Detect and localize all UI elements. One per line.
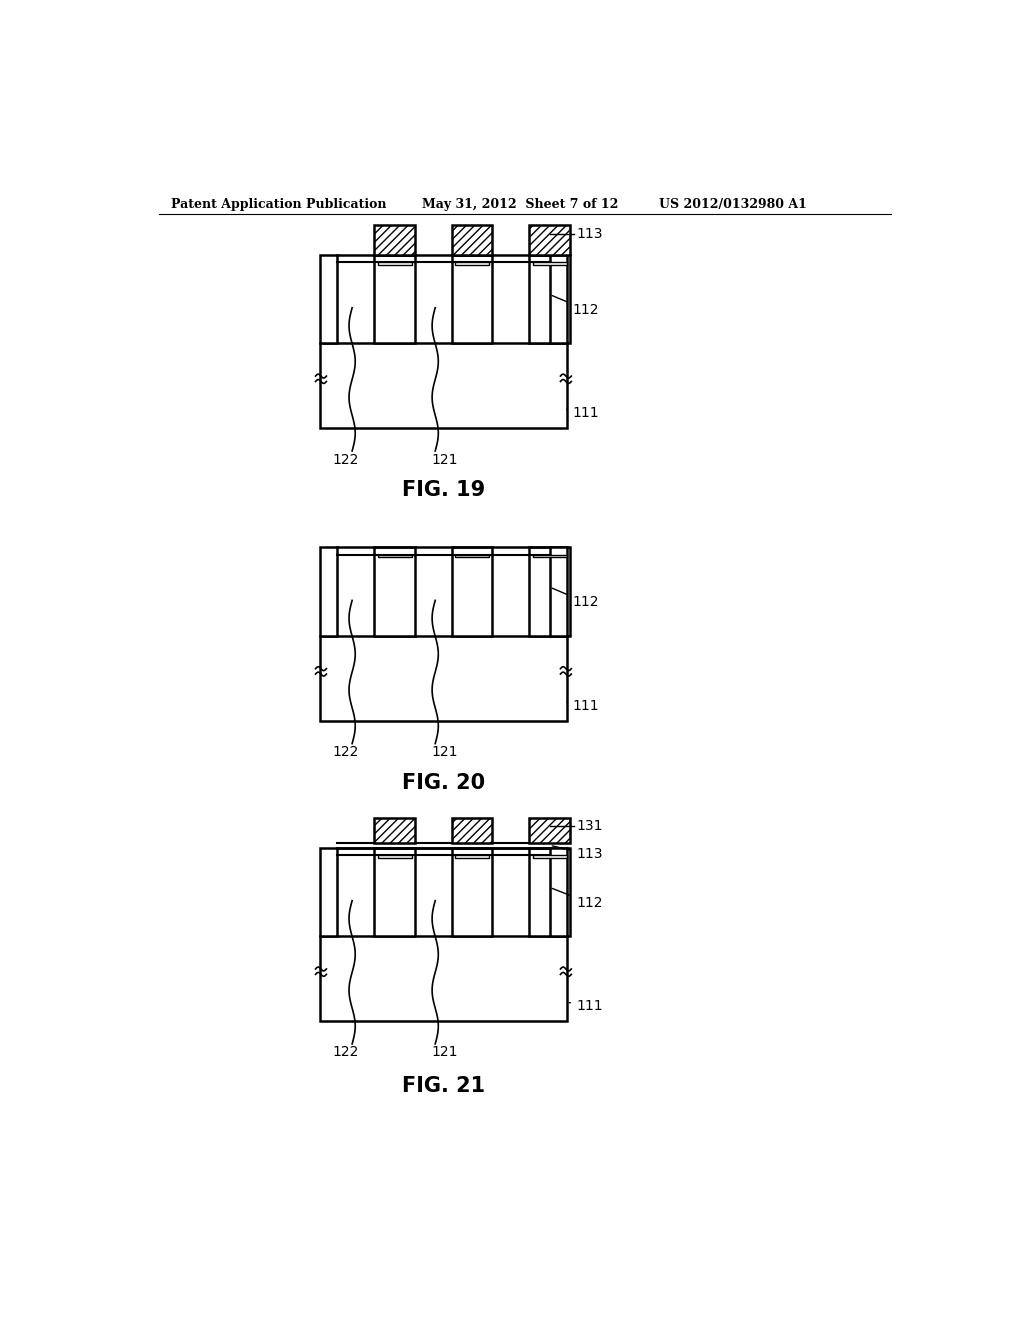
- Text: 112: 112: [552, 888, 602, 909]
- Text: 122: 122: [333, 744, 359, 759]
- Bar: [375, 548, 415, 636]
- Text: 111: 111: [566, 407, 599, 420]
- Bar: [375, 255, 415, 343]
- Text: 112: 112: [552, 589, 599, 610]
- Bar: [452, 255, 493, 343]
- Text: FIG. 20: FIG. 20: [401, 774, 485, 793]
- Text: 111: 111: [569, 999, 602, 1012]
- Text: FIG. 21: FIG. 21: [401, 1076, 485, 1096]
- Bar: [532, 263, 566, 264]
- Bar: [375, 226, 415, 255]
- Bar: [532, 855, 566, 858]
- Text: 111: 111: [566, 698, 599, 713]
- Text: 122: 122: [333, 453, 359, 466]
- Text: 112: 112: [552, 296, 599, 317]
- Bar: [452, 226, 493, 255]
- Bar: [532, 554, 566, 557]
- Bar: [529, 818, 569, 843]
- Bar: [321, 636, 566, 721]
- Text: FIG. 19: FIG. 19: [401, 480, 485, 500]
- Bar: [321, 343, 566, 428]
- Bar: [378, 855, 412, 858]
- Bar: [378, 263, 412, 264]
- Bar: [321, 936, 566, 1020]
- Bar: [529, 847, 569, 936]
- Bar: [321, 847, 337, 936]
- Text: 113: 113: [552, 846, 602, 862]
- Bar: [321, 548, 337, 636]
- Text: 121: 121: [431, 744, 458, 759]
- Bar: [550, 548, 566, 636]
- Bar: [375, 847, 415, 936]
- Text: 121: 121: [431, 453, 458, 466]
- Bar: [529, 548, 569, 636]
- Bar: [550, 255, 566, 343]
- Bar: [378, 554, 412, 557]
- Text: Patent Application Publication: Patent Application Publication: [171, 198, 386, 211]
- Bar: [455, 554, 489, 557]
- Bar: [550, 847, 566, 936]
- Text: 113: 113: [575, 227, 602, 242]
- Bar: [455, 855, 489, 858]
- Bar: [452, 847, 493, 936]
- Bar: [529, 255, 569, 343]
- Text: 131: 131: [575, 818, 602, 833]
- Bar: [375, 818, 415, 843]
- Text: May 31, 2012  Sheet 7 of 12: May 31, 2012 Sheet 7 of 12: [423, 198, 618, 211]
- Bar: [529, 226, 569, 255]
- Bar: [455, 263, 489, 264]
- Text: 121: 121: [431, 1045, 458, 1060]
- Text: 122: 122: [333, 1045, 359, 1060]
- Text: US 2012/0132980 A1: US 2012/0132980 A1: [658, 198, 807, 211]
- Bar: [452, 818, 493, 843]
- Bar: [321, 255, 337, 343]
- Bar: [452, 548, 493, 636]
